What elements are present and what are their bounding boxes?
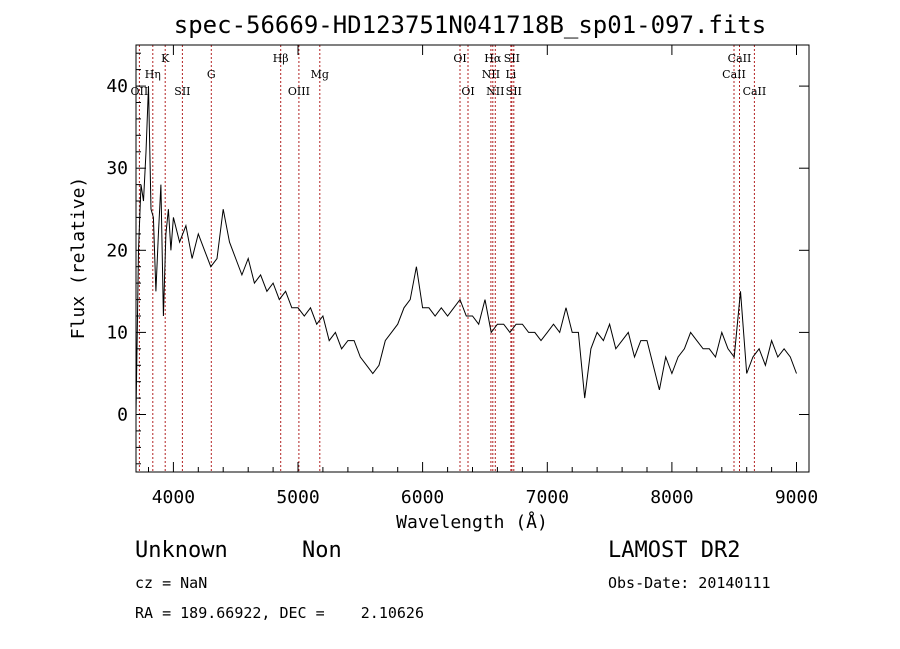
chart-title: spec-56669-HD123751N041718B_sp01-097.fit…	[174, 11, 766, 39]
y-tick-label: 10	[106, 322, 128, 343]
marker-label: Hα	[484, 52, 502, 65]
x-tick-label: 7000	[526, 487, 569, 508]
x-axis-label: Wavelength (Å)	[396, 511, 548, 533]
x-tick-label: 9000	[775, 487, 818, 508]
survey-label: LAMOST DR2	[608, 538, 741, 563]
y-tick-label: 40	[106, 76, 128, 97]
marker-label: CaII	[728, 52, 752, 65]
obs-date-text: Obs-Date: 20140111	[608, 574, 771, 592]
emission-line-labels: OIIHηKSIIGHβOIIIMgOIOINIIHαNIISIILiSIICa…	[131, 52, 767, 98]
spectrum-line	[135, 86, 797, 415]
marker-label: NII	[482, 68, 500, 81]
class-label: Unknown	[135, 538, 228, 563]
marker-label: OIII	[288, 85, 310, 98]
y-axis: 0 10 20 30 40	[106, 52, 809, 465]
marker-label: OI	[453, 52, 466, 65]
marker-label: Hβ	[273, 52, 289, 65]
emission-line-markers	[138, 45, 755, 472]
marker-label: SII	[174, 85, 190, 98]
marker-label: Mg	[311, 68, 329, 81]
y-axis-label: Flux (relative)	[68, 177, 89, 340]
plot-frame	[135, 44, 810, 473]
x-tick-label: 8000	[650, 487, 693, 508]
coordinates-text: RA = 189.66922, DEC = 2.10626	[135, 604, 424, 622]
x-axis: 4000 5000 6000 7000 8000 9000	[148, 45, 818, 508]
y-tick-label: 20	[106, 240, 128, 261]
y-tick-label: 30	[106, 158, 128, 179]
marker-label: OII	[131, 85, 149, 98]
subclass-label: Non	[302, 538, 342, 563]
marker-label: OI	[461, 85, 474, 98]
marker-label: CaII	[722, 68, 746, 81]
marker-label: K	[161, 52, 170, 65]
marker-label: G	[207, 68, 216, 81]
marker-label: SII	[504, 52, 520, 65]
x-tick-label: 6000	[401, 487, 444, 508]
marker-label: SII	[506, 85, 522, 98]
x-tick-label: 4000	[152, 487, 195, 508]
marker-label: CaII	[743, 85, 767, 98]
y-tick-label: 0	[117, 405, 128, 426]
marker-label: NII	[486, 85, 504, 98]
marker-label: Hη	[145, 68, 161, 81]
x-tick-label: 5000	[276, 487, 319, 508]
marker-label: Li	[505, 68, 516, 81]
redshift-text: cz = NaN	[135, 574, 208, 592]
